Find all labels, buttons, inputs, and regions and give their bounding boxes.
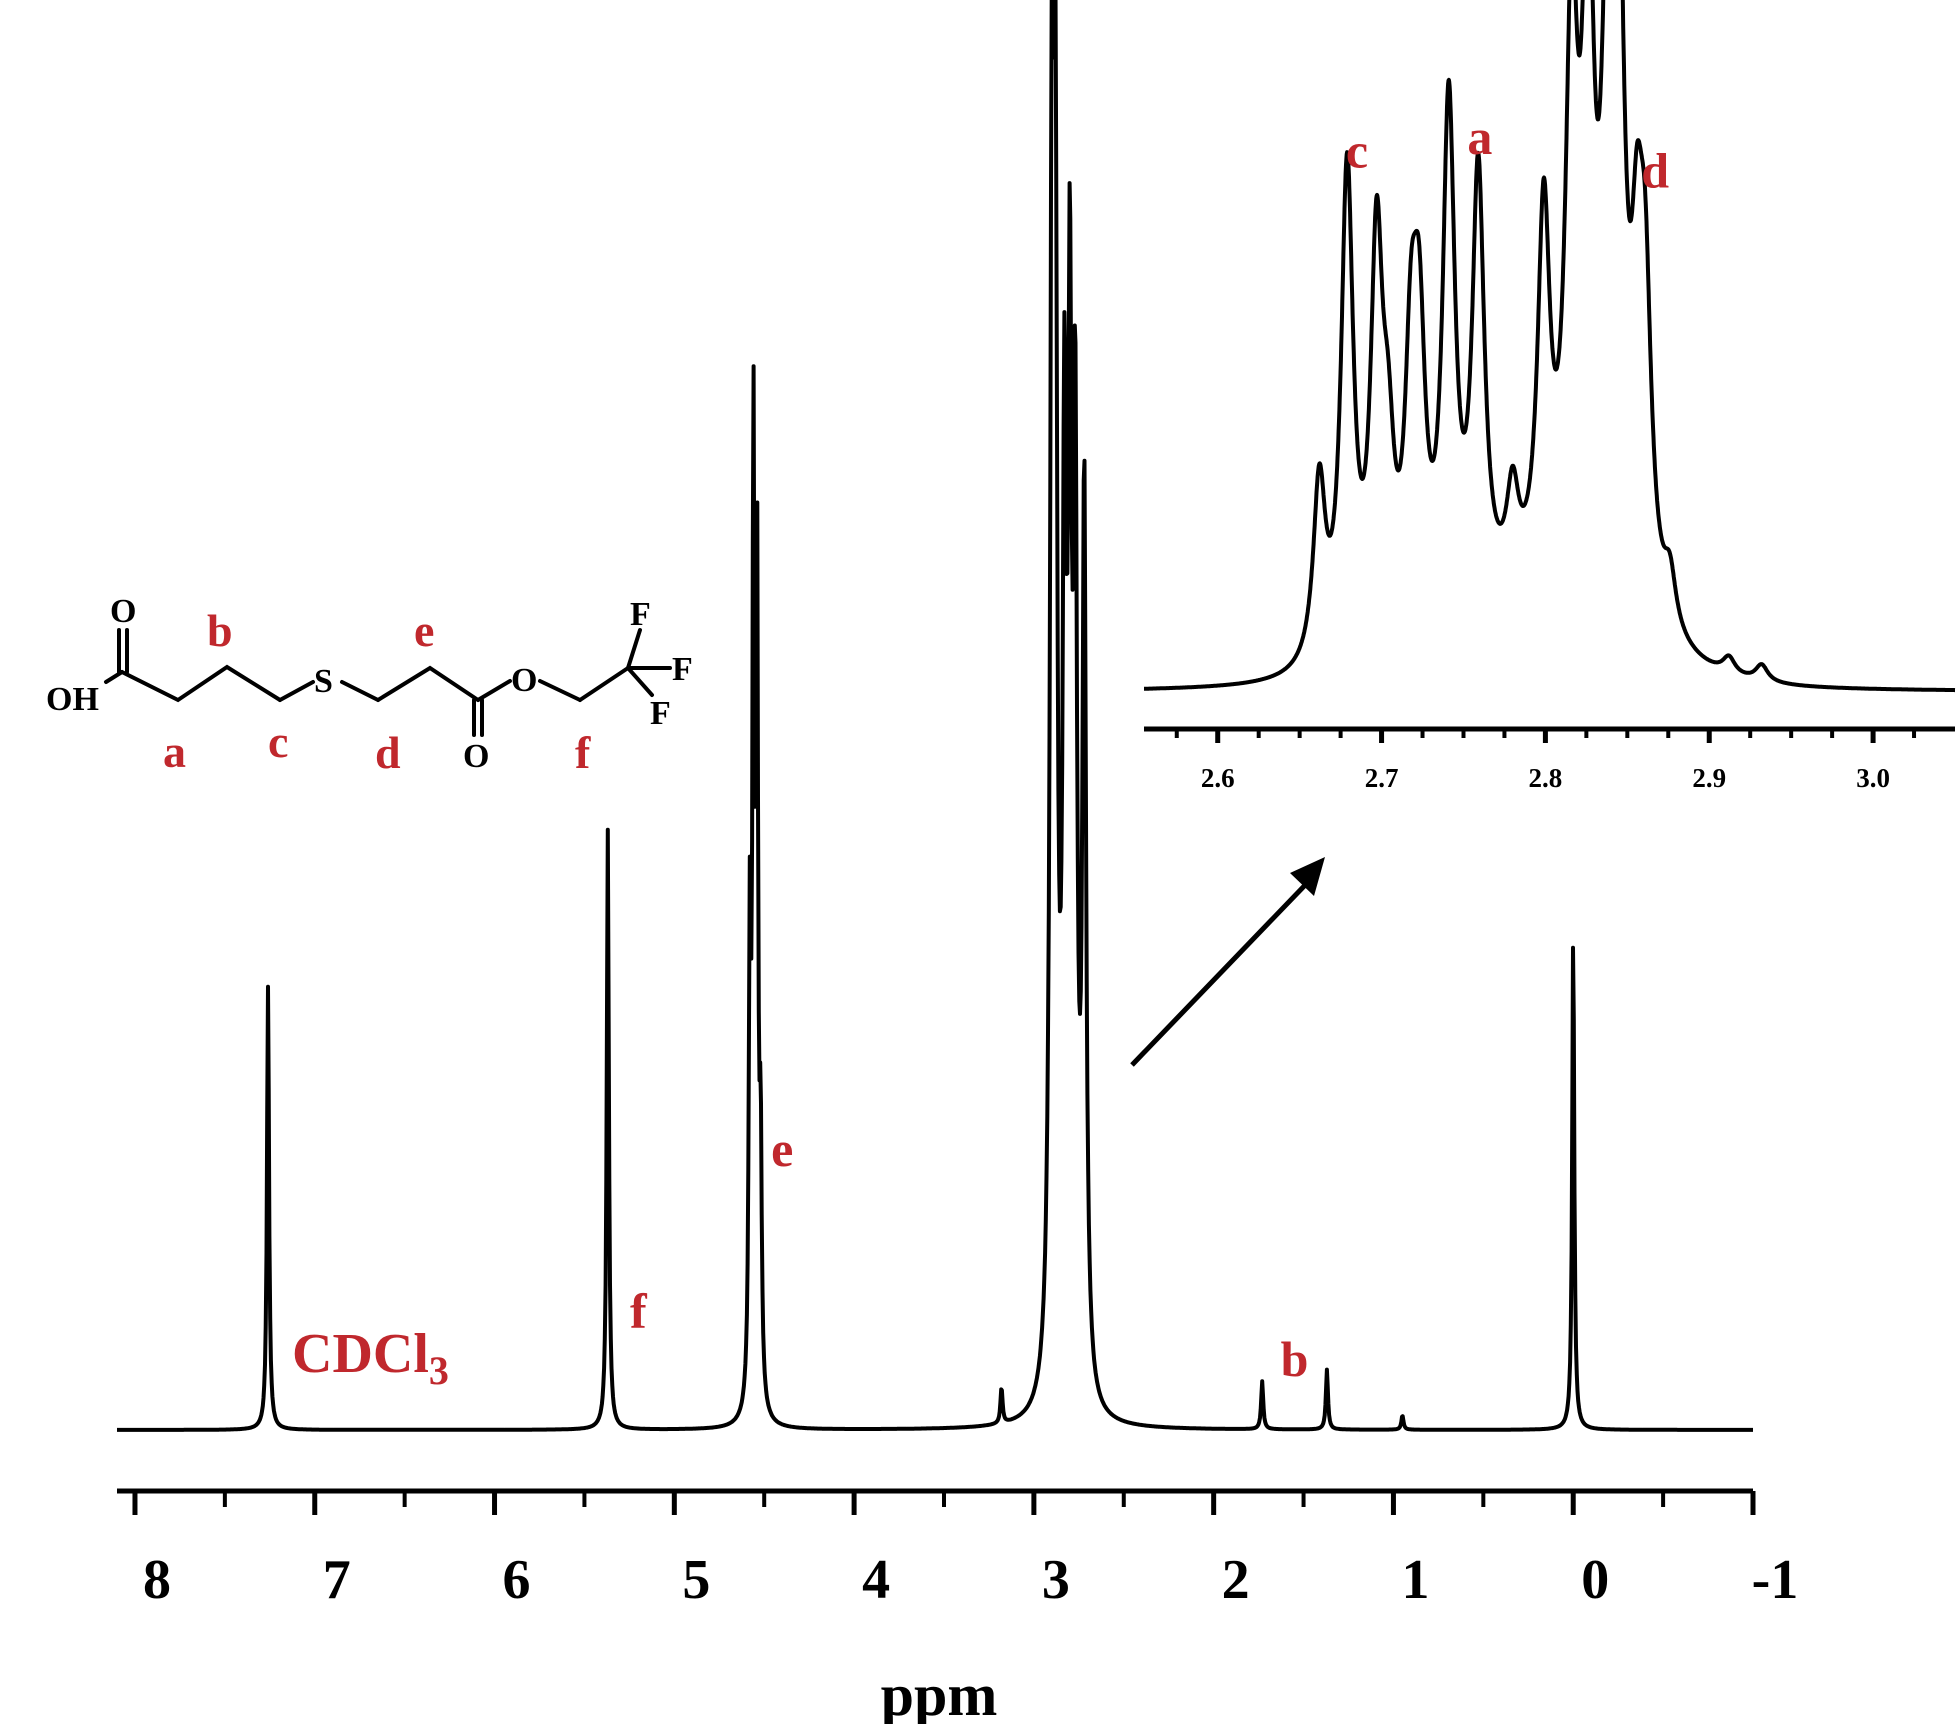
bond-c-cf3 [578, 666, 630, 702]
inset-x-tick-label: 2.6 [1201, 763, 1235, 793]
structure-label-a: a [163, 726, 186, 777]
main-x-ticks [132, 1491, 1756, 1515]
main-peak-label: e [771, 1121, 793, 1177]
inset-x-ticks [1174, 729, 1917, 743]
main-x-tick-label: 1 [1401, 1549, 1429, 1611]
atom-carbonyl-oxygen: O [110, 593, 136, 630]
inset-x-tick-label: 2.8 [1529, 763, 1563, 793]
main-x-tick-label: 5 [682, 1549, 710, 1611]
inset-x-tick-labels: 2.6 2.7 2.8 2.9 3.0 [1201, 763, 1890, 793]
main-spectrum-trace [115, 0, 1755, 1432]
bond-c-s [278, 680, 315, 702]
atom-ester-oxygen: O [511, 662, 537, 699]
main-x-tick-label: 2 [1222, 1549, 1250, 1611]
main-x-tick-label: 8 [143, 1549, 171, 1611]
structure-label-f: f [575, 727, 591, 778]
main-peak-label: b [1281, 1331, 1309, 1387]
inset-peak-label: d [1641, 142, 1669, 198]
atom-ester-carbonyl-oxygen: O [463, 738, 489, 775]
atom-fluorine-3: F [650, 695, 671, 732]
main-x-tick-label: 7 [323, 1549, 351, 1611]
main-spectrum-chart: 8 7 6 5 4 3 2 1 0 -1 ppm CDCl3 f e b [115, 0, 1798, 1724]
main-peak-labels: f e b [630, 1121, 1308, 1387]
inset-x-tick-label: 3.0 [1856, 763, 1890, 793]
structure-label-b: b [207, 605, 233, 656]
inset-x-tick-label: 2.9 [1692, 763, 1726, 793]
atom-fluorine-2: F [672, 651, 693, 688]
bond-c-f1 [626, 628, 642, 670]
inset-peak-labels: c ad [1346, 109, 1669, 198]
inset-peak-label: a [1467, 109, 1492, 165]
main-x-tick-label: 6 [503, 1549, 531, 1611]
inset-peak-label: c [1346, 122, 1368, 178]
bond-chain-1 [120, 664, 282, 703]
bond-s-c [340, 680, 380, 702]
chemical-structure: O OH S O O F F F a b c d e f [46, 593, 693, 778]
structure-label-e: e [414, 605, 434, 656]
atom-sulfur: S [314, 663, 333, 700]
main-x-tick-label: -1 [1752, 1549, 1799, 1611]
main-x-tick-label: 3 [1042, 1549, 1070, 1611]
atom-fluorine-1: F [630, 596, 651, 633]
bond-c-oh [104, 670, 124, 684]
atom-hydroxyl: OH [46, 681, 99, 718]
inset-spectrum-trace [1142, 0, 1957, 693]
main-x-tick-label: 4 [862, 1549, 890, 1611]
bond-chain-2 [376, 665, 480, 702]
structure-label-d: d [375, 727, 401, 778]
inset-x-tick-label: 2.7 [1365, 763, 1399, 793]
main-x-axis-label: ppm [881, 1662, 998, 1724]
bond-oester-c [538, 679, 582, 702]
solvent-label: CDCl3 [292, 1323, 449, 1393]
inset-spectrum-chart: 2.6 2.7 2.8 2.9 3.0 c a d [1142, 0, 1957, 793]
main-peak-label: f [630, 1283, 648, 1339]
bond-c-f3 [626, 666, 654, 697]
bond-c-oester [476, 679, 512, 702]
main-x-tick-label: 0 [1581, 1549, 1609, 1611]
zoom-arrow [1130, 857, 1325, 1067]
main-x-tick-labels: 8 7 6 5 4 3 2 1 0 -1 [143, 1549, 1798, 1611]
structure-label-c: c [268, 716, 288, 767]
